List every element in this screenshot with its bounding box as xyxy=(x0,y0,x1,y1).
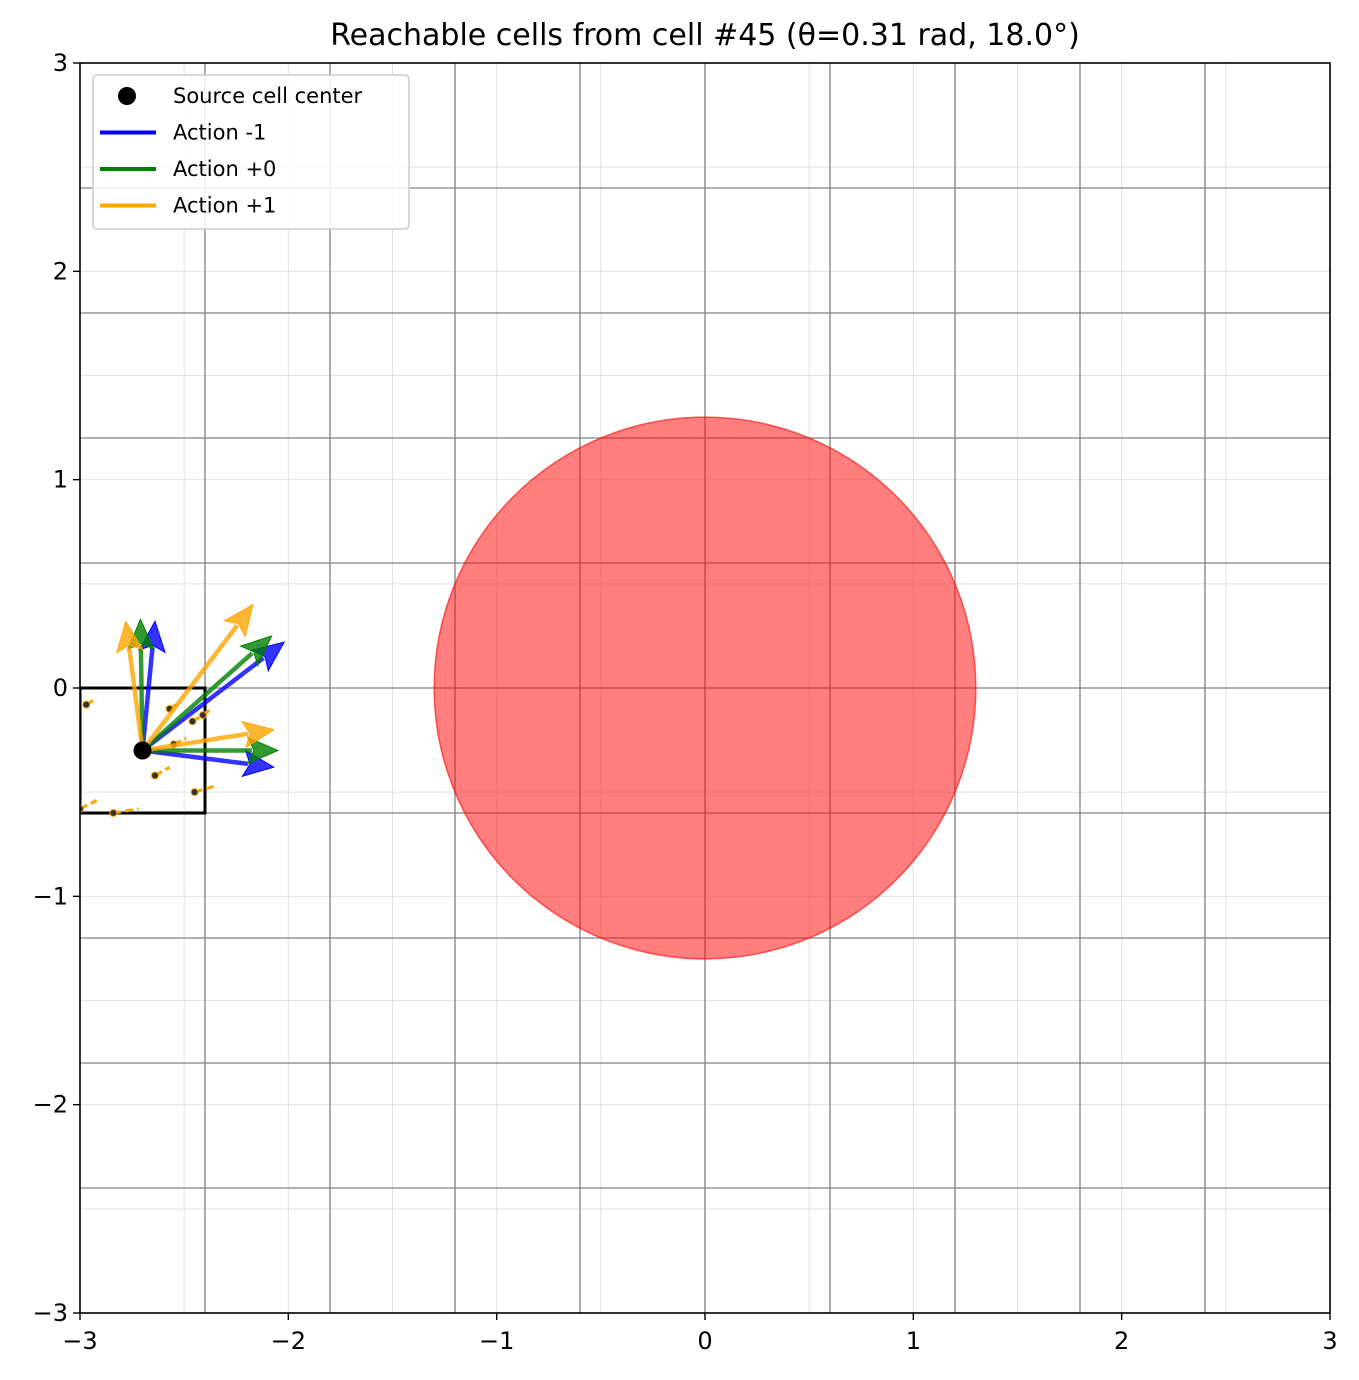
x-tick-label: 0 xyxy=(697,1327,712,1355)
chart-title: Reachable cells from cell #45 (θ=0.31 ra… xyxy=(330,18,1080,53)
legend-marker-dot xyxy=(118,87,136,105)
trajectory-segment xyxy=(113,807,139,815)
source-center-dot xyxy=(133,741,152,760)
x-tick-label: −1 xyxy=(479,1327,514,1355)
arrow-shaft xyxy=(126,646,145,751)
y-tick-label: 2 xyxy=(53,257,68,285)
x-tick-label: −3 xyxy=(62,1327,97,1355)
x-tick-label: 1 xyxy=(906,1327,921,1355)
y-tick-label: −3 xyxy=(33,1299,68,1327)
y-tick-label: −2 xyxy=(33,1091,68,1119)
y-tick-label: 3 xyxy=(53,49,68,77)
arrow-shaft xyxy=(141,651,254,753)
arrow-head xyxy=(239,635,273,667)
arrow-head xyxy=(115,620,144,654)
x-tick-label: −2 xyxy=(271,1327,306,1355)
legend-label: Action +0 xyxy=(173,157,276,181)
x-tick-label: 3 xyxy=(1322,1327,1337,1355)
legend-label: Action -1 xyxy=(173,121,266,145)
trajectory-end-dot xyxy=(151,771,159,780)
arrow-head xyxy=(246,736,280,765)
y-tick-label: 1 xyxy=(53,466,68,494)
trajectory-end-dot xyxy=(188,717,197,726)
plot-area: −3 −2 −1 0 1 2 3 −3 −2 −1 0 1 2 3 xyxy=(33,49,1338,1355)
legend-label: Action +1 xyxy=(173,194,276,218)
y-tick-label: −1 xyxy=(33,882,68,910)
legend: Source cell center Action -1 Action +0 Acti… xyxy=(92,74,410,230)
trajectory-end-dot xyxy=(80,804,84,813)
trajectory-end-dot xyxy=(198,711,207,720)
legend-box xyxy=(92,74,410,230)
trajectory-end-dot xyxy=(190,788,199,797)
trajectory-end-dot xyxy=(82,700,91,709)
arrow-shaft xyxy=(142,731,249,753)
x-tick-label: 2 xyxy=(1114,1327,1129,1355)
trajectory-end-dot xyxy=(109,809,118,817)
y-tick-label: 0 xyxy=(53,674,68,702)
arrow-head xyxy=(223,603,254,638)
obstacle-circle xyxy=(433,416,977,960)
legend-label: Source cell center xyxy=(173,84,363,108)
arrow-shaft xyxy=(140,624,240,752)
arrow-head xyxy=(240,720,275,749)
